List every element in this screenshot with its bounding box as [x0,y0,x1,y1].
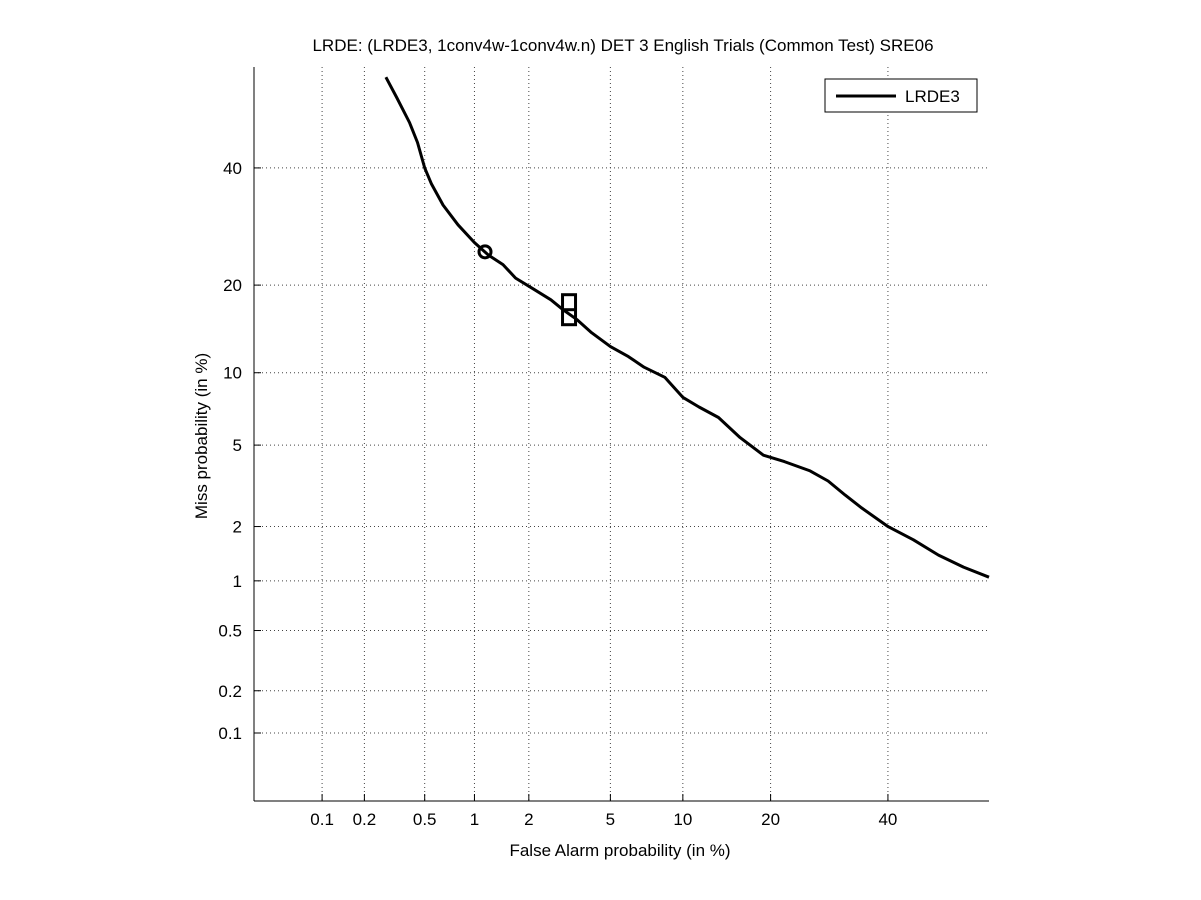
x-tick-label: 2 [524,810,533,829]
y-tick-label: 10 [223,364,242,383]
series-line-lrde3 [384,76,990,579]
operating-point-markers [477,244,578,327]
x-tick-label: 40 [878,810,897,829]
x-tick-label: 10 [673,810,692,829]
x-tick-label: 0.5 [413,810,437,829]
grid [254,67,989,801]
y-tick-label: 40 [223,159,242,178]
x-tick-label: 20 [761,810,780,829]
axes: 0.1 0.2 0.5 1 2 5 10 20 40 0.1 0.2 0.5 1 2 5 10 20 40 [218,67,989,829]
series-layer [384,76,990,579]
x-tick-label: 1 [470,810,479,829]
y-tick-label: 2 [233,518,242,537]
y-axis-label: Miss probability (in %) [192,353,211,519]
min-dcf-circle-marker [477,244,493,260]
x-axis-label: False Alarm probability (in %) [509,841,730,860]
x-tick-label: 5 [606,810,615,829]
y-tick-label: 0.2 [218,682,242,701]
y-tick-label: 20 [223,276,242,295]
x-tick-label: 0.2 [353,810,377,829]
y-tick-label: 0.1 [218,724,242,743]
legend: LRDE3 [824,78,978,113]
y-tick-label: 1 [233,572,242,591]
legend-label: LRDE3 [905,87,960,106]
x-tick-label: 0.1 [310,810,334,829]
y-tick-label: 5 [233,436,242,455]
y-tick-label: 0.5 [218,622,242,641]
chart-title: LRDE: (LRDE3, 1conv4w-1conv4w.n) DET 3 E… [312,36,933,55]
